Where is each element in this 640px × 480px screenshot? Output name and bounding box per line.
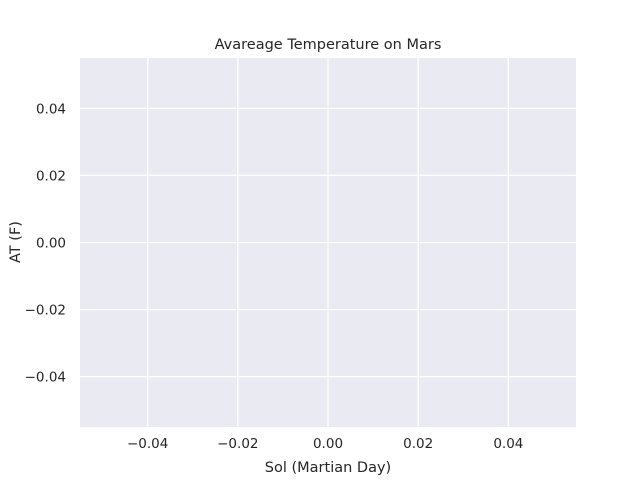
x-tick-label: 0.00: [313, 436, 343, 452]
x-tick-label: −0.04: [127, 436, 168, 452]
y-axis-label: AT (F): [8, 221, 24, 263]
y-tick-label: 0.02: [36, 168, 66, 184]
y-tick-label: −0.04: [25, 370, 66, 386]
grid-lines: [80, 58, 576, 427]
y-tick-label: −0.02: [25, 303, 66, 319]
x-tick-label: 0.02: [403, 436, 433, 452]
y-tick-label: 0.00: [36, 236, 66, 252]
x-axis-label: Sol (Martian Day): [265, 460, 391, 476]
y-tick-label: 0.04: [36, 101, 66, 117]
y-tick-labels: −0.04 −0.02 0.00 0.02 0.04: [25, 101, 66, 385]
x-tick-labels: −0.04 −0.02 0.00 0.02 0.04: [127, 436, 523, 452]
x-tick-label: −0.02: [217, 436, 258, 452]
x-tick-label: 0.04: [493, 436, 523, 452]
chart-title: Avareage Temperature on Mars: [215, 37, 442, 53]
